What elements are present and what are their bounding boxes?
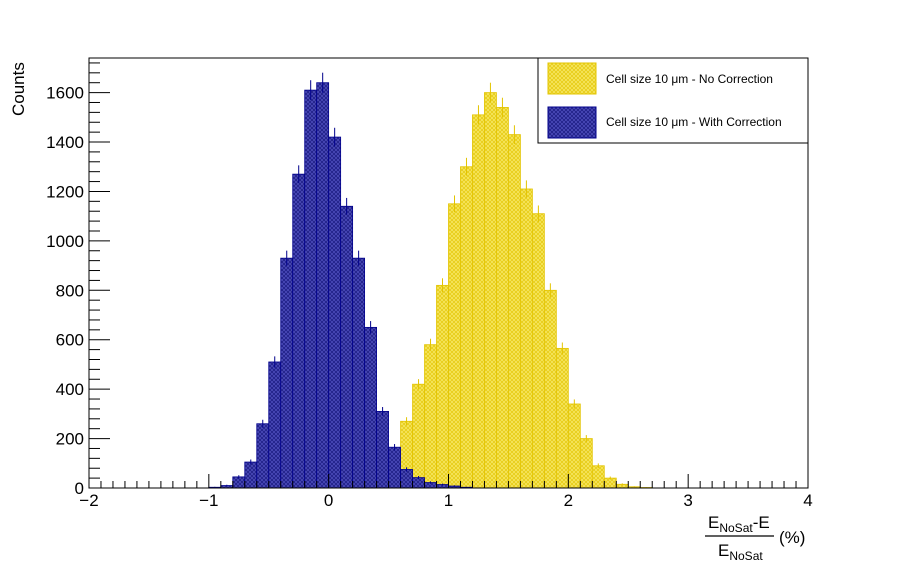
x-title-den-sub: NoSat [729,549,763,563]
legend: Cell size 10 μm - No Correction Cell siz… [537,57,809,144]
y-tick-label: 1400 [46,133,84,152]
bar-no-correction [543,289,557,489]
x-title-num-sub: NoSat [719,521,753,535]
bar-no-correction [424,344,437,489]
x-title-unit: (%) [779,528,805,547]
bar-no-correction [496,107,509,489]
x-tick-label: 0 [324,491,333,510]
bar-with-correction [388,446,401,489]
legend-label-no-correction: Cell size 10 μm - No Correction [606,72,773,86]
y-ticks: 0 200 400 600 800 1000 1200 1400 1600 [46,62,110,498]
bar-no-correction [412,383,425,489]
plot-frame [88,57,809,489]
y-tick-label: 1000 [46,232,84,251]
bar-no-correction [579,438,593,489]
bar-no-correction [436,284,449,489]
bar-with-correction [340,205,354,489]
y-tick-label: 200 [56,430,84,449]
x-tick-label: 4 [803,491,812,510]
legend-label-with-correction: Cell size 10 μm - With Correction [606,115,782,129]
bar-with-correction [280,257,294,489]
y-tick-label: 1600 [46,84,84,103]
bar-with-correction [352,257,366,489]
bar-with-correction [256,423,270,489]
y-tick-label: 1200 [46,182,84,201]
x-tick-label: −2 [79,491,98,510]
legend-swatch-no-correction [547,62,597,95]
bar-no-correction [460,166,473,489]
bar-no-correction [520,188,533,489]
bar-no-correction [484,92,497,489]
bar-with-correction [376,410,389,489]
x-title-num-rest: -E [753,513,770,532]
x-tick-label: −1 [199,491,218,510]
bar-with-correction [316,82,330,489]
bar-no-correction [531,213,545,489]
x-axis-title: ENoSat-E ENoSat (%) [705,513,805,563]
bar-no-correction [472,114,485,489]
bar-no-correction [591,465,605,489]
bar-with-correction [268,361,282,489]
bar-with-correction [304,89,318,489]
y-tick-label: 800 [56,281,84,300]
svg-text:ENoSat: ENoSat [718,541,763,563]
y-tick-label: 600 [56,331,84,350]
x-tick-label: 3 [683,491,692,510]
legend-swatch-with-correction [547,106,597,139]
bar-with-correction [364,326,377,489]
bar-with-correction [232,476,246,489]
bar-with-correction [292,173,306,489]
x-tick-label: 2 [564,491,573,510]
x-title-den-main: E [718,541,729,560]
y-tick-label: 0 [75,479,84,498]
svg-text:ENoSat-E: ENoSat-E [708,513,770,535]
bar-no-correction [448,203,461,489]
x-tick-label: 1 [444,491,453,510]
bar-with-correction [244,461,258,489]
bar-no-correction [508,134,521,489]
y-axis-title: Counts [9,62,28,116]
bar-no-correction [567,403,581,489]
bar-no-correction [555,347,569,489]
x-title-num-main: E [708,513,719,532]
bar-with-correction [400,469,413,489]
bar-with-correction [328,136,342,489]
y-tick-label: 400 [56,380,84,399]
x-ticks: −2 −1 0 1 2 3 4 [79,474,813,510]
